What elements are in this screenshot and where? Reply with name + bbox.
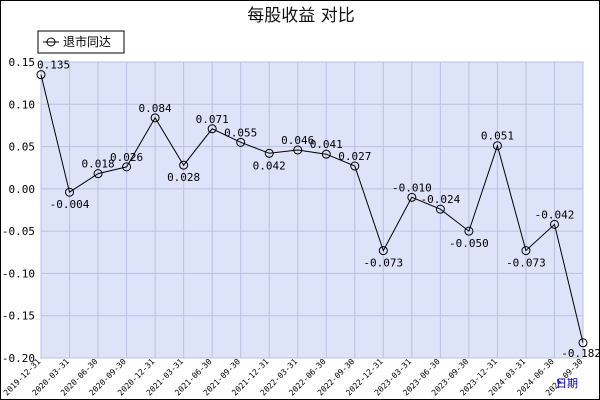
data-point xyxy=(264,148,274,158)
y-axis-ticks: 0.15 0.10 0.05 0.00 -0.05 -0.10 -0.15 -0.20 xyxy=(2,56,35,365)
data-label: -0.010 xyxy=(392,181,432,194)
y-tick-label: 0.10 xyxy=(9,98,36,111)
data-point xyxy=(549,219,559,229)
data-label: 0.046 xyxy=(281,134,314,147)
legend-marker-icon xyxy=(46,37,56,47)
plot-area xyxy=(40,61,584,359)
data-point xyxy=(435,204,445,214)
legend-entry-label: 退市同达 xyxy=(63,34,111,49)
data-label: -0.024 xyxy=(420,193,460,206)
y-tick-label: -0.05 xyxy=(2,225,35,238)
data-point xyxy=(350,161,360,171)
data-label: 0.026 xyxy=(110,151,143,164)
data-point xyxy=(150,113,160,123)
data-label: 0.055 xyxy=(224,126,257,139)
data-point xyxy=(407,192,417,202)
y-tick-label: -0.20 xyxy=(2,352,35,365)
data-point xyxy=(464,226,474,236)
data-label: 0.135 xyxy=(37,59,70,72)
data-point xyxy=(122,162,132,172)
y-tick-label: -0.10 xyxy=(2,267,35,280)
data-label: 0.084 xyxy=(139,102,172,115)
y-tick-label: 0.15 xyxy=(9,56,36,69)
data-label: -0.182 xyxy=(561,347,599,360)
y-tick-label: -0.15 xyxy=(2,310,35,323)
data-label: -0.073 xyxy=(506,257,546,270)
data-label: 0.027 xyxy=(338,150,371,163)
data-point xyxy=(321,149,331,159)
x-axis-ticks: 2019-12-312020-03-312020-06-302020-09-30… xyxy=(2,357,585,398)
y-tick-label: 0.00 xyxy=(9,183,36,196)
data-label: -0.073 xyxy=(363,257,403,270)
data-point xyxy=(36,70,46,80)
data-point xyxy=(578,338,588,348)
data-label: 0.028 xyxy=(167,171,200,184)
x-axis-label: 日期 xyxy=(556,377,578,390)
data-label: 0.051 xyxy=(481,130,514,143)
grid-lines xyxy=(40,61,584,359)
series-line xyxy=(40,74,584,343)
data-markers xyxy=(36,70,588,348)
data-point xyxy=(293,145,303,155)
data-label: -0.042 xyxy=(535,208,575,221)
legend-box xyxy=(37,30,125,54)
data-point xyxy=(236,137,246,147)
data-label: 0.018 xyxy=(81,158,114,171)
data-point xyxy=(207,124,217,134)
data-label: 0.042 xyxy=(253,159,286,172)
chart-title: 每股收益 对比 xyxy=(247,6,354,26)
legend: 退市同达 xyxy=(37,30,125,54)
y-tick-label: 0.05 xyxy=(9,141,36,154)
data-point xyxy=(492,141,502,151)
data-point xyxy=(521,246,531,256)
data-point xyxy=(378,246,388,256)
data-point xyxy=(179,160,189,170)
plot-background xyxy=(40,61,584,359)
data-point xyxy=(93,169,103,179)
data-label: 0.041 xyxy=(310,138,343,151)
data-label: -0.004 xyxy=(50,198,90,211)
data-label: 0.071 xyxy=(196,113,229,126)
series-polyline xyxy=(40,74,584,343)
data-labels: 0.135-0.0040.0180.0260.0840.0280.0710.05… xyxy=(37,59,599,360)
data-point xyxy=(65,187,75,197)
data-label: -0.050 xyxy=(449,237,489,250)
